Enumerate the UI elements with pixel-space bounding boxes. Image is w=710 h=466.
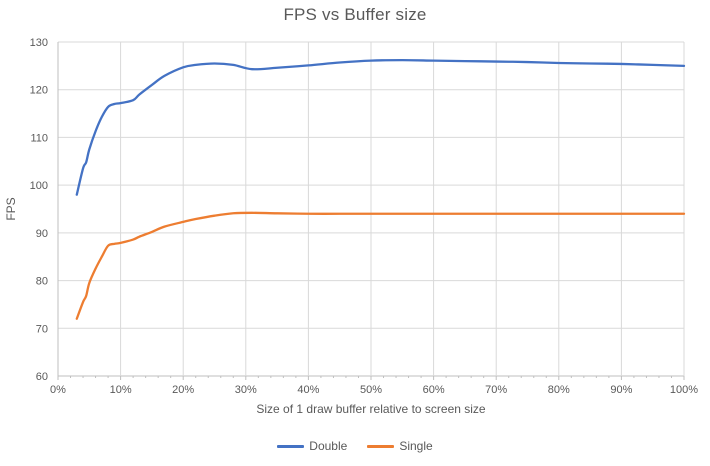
legend-item-double: Double	[277, 439, 347, 453]
y-tick-label: 70	[36, 323, 48, 335]
x-tick-label: 60%	[423, 384, 445, 396]
series-line-single	[75, 211, 686, 320]
x-tick-label: 90%	[610, 384, 632, 396]
legend-label: Double	[309, 439, 348, 453]
x-axis-title: Size of 1 draw buffer relative to screen…	[256, 402, 486, 416]
x-tick-label: 40%	[297, 384, 319, 396]
legend: Double Single	[0, 439, 710, 453]
chart-title: FPS vs Buffer size	[283, 5, 427, 24]
legend-label: Single	[399, 439, 433, 453]
y-tick-label: 120	[30, 85, 48, 97]
y-tick-label: 130	[30, 37, 48, 49]
legend-swatch-double	[277, 444, 305, 448]
x-tick-label: 70%	[485, 384, 507, 396]
y-axis-title: FPS	[4, 197, 18, 221]
x-tick-label: 100%	[670, 384, 698, 396]
legend-item-single: Single	[367, 439, 433, 453]
legend-swatch-single	[367, 444, 395, 448]
y-tick-label: 60	[36, 371, 48, 383]
x-tick-label: 0%	[50, 384, 66, 396]
x-tick-label: 80%	[548, 384, 570, 396]
y-tick-label: 80	[36, 276, 48, 288]
y-tick-label: 100	[30, 180, 48, 192]
x-tick-label: 50%	[360, 384, 382, 396]
x-tick-label: 30%	[235, 384, 257, 396]
y-tick-label: 110	[30, 132, 48, 144]
x-tick-label: 20%	[172, 384, 194, 396]
x-tick-label: 10%	[110, 384, 132, 396]
y-tick-label: 90	[36, 228, 48, 240]
series-line-double	[75, 58, 686, 196]
